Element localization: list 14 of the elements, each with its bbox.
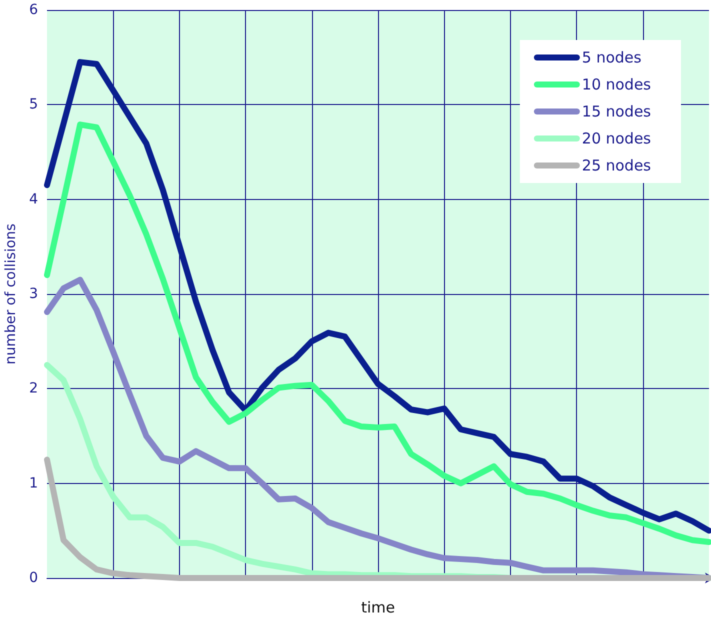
x-axis-title: time — [361, 598, 395, 616]
y-tick-label: 1 — [29, 475, 38, 492]
legend-label: 25 nodes — [582, 156, 652, 174]
y-tick-label: 0 — [29, 570, 38, 586]
y-tick-label: 4 — [29, 191, 38, 208]
y-tick-label: 2 — [29, 380, 38, 397]
legend-label: 20 nodes — [582, 130, 652, 148]
y-tick-label: 5 — [29, 96, 38, 113]
legend-label: 15 nodes — [582, 102, 652, 120]
legend-label: 5 nodes — [582, 48, 642, 66]
y-tick-label: 3 — [29, 286, 38, 302]
y-axis-title: number of collisions — [3, 224, 20, 364]
legend-label: 10 nodes — [582, 76, 652, 94]
y-tick-label: 6 — [29, 2, 38, 18]
